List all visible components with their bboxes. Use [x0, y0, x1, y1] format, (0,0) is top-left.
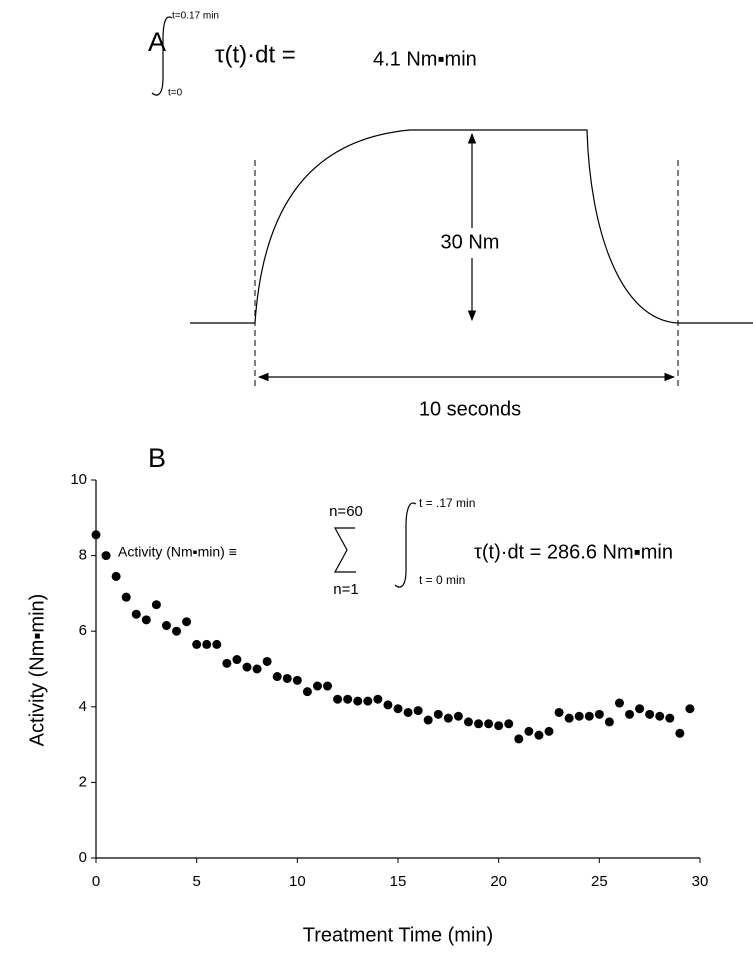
y-axis-label: Activity (Nm▪min) [26, 594, 48, 747]
data-point [333, 694, 343, 704]
data-point [91, 530, 101, 540]
formula-lhs: Activity (Nm▪min) ≡ [118, 544, 237, 560]
data-point [584, 711, 594, 721]
data-point [101, 551, 111, 561]
integral-lower: t = 0 min [419, 573, 465, 587]
integrand: τ(t)·dt = [215, 41, 296, 68]
data-point [665, 713, 675, 723]
integral-sign [151, 16, 173, 96]
data-point [192, 639, 202, 649]
data-point [252, 664, 262, 674]
data-point [625, 709, 635, 719]
data-point [655, 711, 665, 721]
data-point [514, 734, 524, 744]
panel-b: B Activity (Nm▪min) ≡ n=60 n=1 t = .17 m… [26, 443, 708, 946]
data-point [604, 717, 614, 727]
data-point [453, 711, 463, 721]
duration-label: 10 seconds [419, 398, 521, 420]
data-point [463, 717, 473, 727]
data-point [242, 662, 252, 672]
sum-lower: n=1 [333, 581, 358, 598]
integral-upper: t = .17 min [419, 496, 475, 510]
data-point [182, 617, 192, 627]
data-point [574, 711, 584, 721]
data-point [564, 713, 574, 723]
data-point [292, 675, 302, 685]
data-point [363, 696, 373, 706]
data-point [232, 655, 242, 665]
data-point [504, 719, 514, 729]
data-point [151, 600, 161, 610]
data-point [202, 639, 212, 649]
x-tick-label: 25 [591, 873, 608, 890]
y-tick-label: 4 [79, 698, 87, 715]
data-point [403, 707, 413, 717]
torque-curve [190, 129, 753, 324]
y-tick-label: 2 [79, 773, 87, 790]
x-axis-label: Treatment Time (min) [303, 924, 493, 946]
data-point [272, 672, 282, 682]
data-point [222, 658, 232, 668]
data-point [544, 726, 554, 736]
data-point [433, 709, 443, 719]
label-bg [415, 228, 525, 258]
sum-sign [333, 527, 356, 573]
data-point [302, 687, 312, 697]
result: 4.1 Nm▪min [373, 48, 477, 70]
data-point [312, 681, 322, 691]
data-point [141, 615, 151, 625]
data-point [161, 621, 171, 631]
y-tick-label: 0 [79, 849, 87, 866]
x-tick-label: 20 [490, 873, 507, 890]
integral-upper: t=0.17 min [172, 11, 219, 22]
data-point [413, 706, 423, 716]
data-point [212, 639, 222, 649]
x-tick-label: 0 [92, 873, 100, 890]
data-point [343, 694, 353, 704]
y-tick-label: 6 [79, 622, 87, 639]
data-point [353, 696, 363, 706]
panel-label: B [148, 443, 166, 473]
sum-upper: n=60 [329, 503, 363, 520]
data-point [524, 726, 534, 736]
data-point [172, 626, 182, 636]
data-point [594, 709, 604, 719]
x-tick-label: 30 [692, 873, 709, 890]
x-tick-label: 15 [390, 873, 407, 890]
data-point [393, 704, 403, 714]
data-point [685, 704, 695, 714]
data-point [121, 592, 131, 602]
data-point [111, 571, 121, 581]
data-point [131, 609, 141, 619]
data-point [282, 673, 292, 683]
formula-rhs: τ(t)·dt = 286.6 Nm▪min [474, 541, 673, 563]
data-point [675, 728, 685, 738]
panel-label: A [148, 27, 166, 57]
integral-lower: t=0 [168, 88, 183, 99]
data-point [635, 704, 645, 714]
data-point [534, 730, 544, 740]
x-tick-label: 10 [289, 873, 306, 890]
data-point [484, 719, 494, 729]
data-point [383, 700, 393, 710]
data-point [323, 681, 333, 691]
data-point [554, 707, 564, 717]
data-point [494, 721, 504, 731]
data-point [443, 713, 453, 723]
data-point [262, 656, 272, 666]
data-point [614, 698, 624, 708]
x-tick-label: 5 [192, 873, 200, 890]
height-label: 30 Nm [441, 231, 500, 253]
data-point [423, 715, 433, 725]
integral-sign [394, 502, 417, 588]
panel-a: A t=0.17 min t=0 τ(t)·dt = 4.1 Nm▪min 30… [148, 11, 753, 420]
data-point [474, 719, 484, 729]
data-point [373, 694, 383, 704]
data-point [645, 709, 655, 719]
y-tick-label: 10 [70, 471, 87, 488]
y-tick-label: 8 [79, 547, 87, 564]
